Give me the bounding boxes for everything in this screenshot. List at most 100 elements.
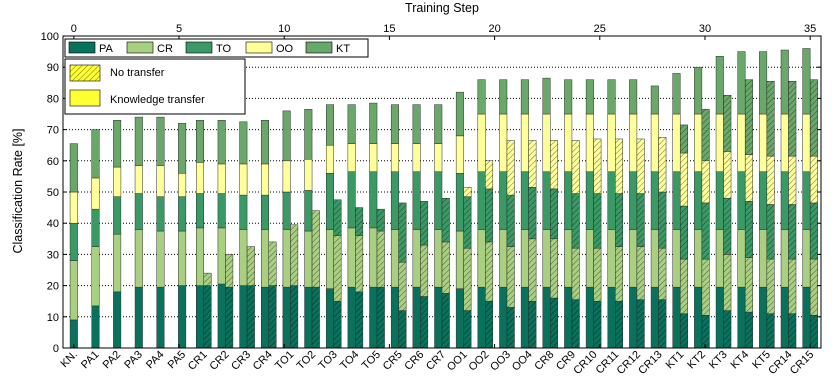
kt-bar-to3-cr <box>325 229 334 289</box>
x-category-label: TO5 <box>360 349 383 372</box>
kt-bar-kt1-cr <box>672 229 681 288</box>
kt-bar-cr8-pa <box>542 286 551 349</box>
kt-bar-to5-pa <box>369 286 378 349</box>
nt-bar-to3-to-hatch <box>333 199 342 236</box>
kt-bar-cr15-pa <box>802 286 811 349</box>
nt-bar-to5-cr-hatch <box>377 231 385 288</box>
x-category-label: OO4 <box>510 349 535 374</box>
nt-bar-cr15-cr-hatch <box>810 259 818 316</box>
kt-bar-cr5-oo <box>390 143 399 172</box>
kt-bar-oo1-to <box>455 173 464 232</box>
kt-bar-cr11-to <box>607 171 616 230</box>
nt-bar-kt4-oo-hatch <box>745 154 753 202</box>
nt-bar-cr9-pa-hatch <box>571 299 580 348</box>
kt-bar-pa2-to <box>113 196 122 235</box>
y-tick-label: 80 <box>47 93 59 105</box>
kt-bar-oo3-to <box>499 171 508 230</box>
x-category-label: PA2 <box>101 349 124 372</box>
nt-bar-to5-pa-hatch <box>377 287 385 348</box>
kt-bar-pa4-pa <box>156 286 165 349</box>
x-category-label: CR14 <box>766 349 794 377</box>
y-tick-label: 10 <box>47 312 59 324</box>
nt-bar-cr14-kt-hatch <box>788 81 797 157</box>
kt-bar-pa3-to <box>134 193 143 230</box>
nt-bar-cr5-pa-hatch <box>398 310 407 348</box>
kt-bar-oo1-cr <box>455 230 464 289</box>
kt-bar-oo4-to <box>520 171 529 230</box>
nt-bar-kt1-cr-hatch <box>680 259 688 314</box>
kt-bar-cr11-cr <box>607 229 616 288</box>
kt-bar-pa3-cr <box>134 229 143 288</box>
kt-bar-cr5-kt <box>390 104 399 144</box>
nt-bar-oo4-oo-hatch <box>528 140 537 188</box>
kt-bar-pa5-kt <box>178 123 187 174</box>
nt-bar-kt1-to-hatch <box>680 206 688 260</box>
x-category-label: CR13 <box>636 349 664 377</box>
kt-bar-cr12-to <box>629 171 638 230</box>
y-tick-label: 100 <box>41 31 59 43</box>
kt-bar-to2-kt <box>304 109 313 160</box>
kt-bar-cr13-cr <box>650 229 659 288</box>
x-category-label: TO1 <box>273 349 296 372</box>
kt-bar-to5-cr <box>369 227 378 288</box>
nt-bar-cr4-pa-hatch <box>268 285 277 348</box>
kt-bar-kt1-to <box>672 171 681 230</box>
top-tick-label: 25 <box>594 23 606 35</box>
x-category-label: TO3 <box>316 349 339 372</box>
kt-bar-pa4-cr <box>156 230 165 288</box>
nt-bar-cr15-oo-hatch <box>810 156 818 203</box>
kt-bar-pa4-to <box>156 196 165 232</box>
kt-bar-cr13-oo <box>650 113 659 172</box>
kt-bar-to3-to <box>325 173 334 230</box>
kt-bar-cr7-kt <box>434 104 443 144</box>
x-category-label: KN. <box>58 349 79 370</box>
kt-bar-oo4-pa <box>520 286 529 349</box>
x-category-label: CR2 <box>207 349 231 373</box>
x-category-label: CR5 <box>381 349 405 373</box>
x-category-label: OO2 <box>467 349 492 374</box>
kt-bar-cr12-oo <box>629 113 638 172</box>
kt-bar-kn.-to <box>69 222 78 261</box>
kt-bar-cr5-cr <box>390 229 399 288</box>
nt-bar-cr1-pa-hatch <box>203 285 212 348</box>
x-category-label: CR10 <box>571 349 599 377</box>
nt-bar-cr10-to-hatch <box>593 193 602 249</box>
nt-bar-cr6-to-hatch <box>420 201 428 246</box>
nt-bar-cr13-pa-hatch <box>658 299 667 348</box>
nt-bar-kt4-to-hatch <box>745 201 753 258</box>
kt-bar-kt3-kt <box>715 56 724 115</box>
kt-bar-cr15-cr <box>802 229 811 288</box>
nt-bar-cr8-oo-hatch <box>550 140 558 189</box>
kt-bar-kt4-cr <box>737 229 746 288</box>
nt-bar-cr11-pa-hatch <box>615 301 623 348</box>
kt-bar-kt3-pa <box>715 286 724 349</box>
kt-bar-pa5-pa <box>178 285 187 349</box>
kt-bar-cr9-to <box>564 171 573 230</box>
component-legend: PA CR TO OO KT <box>64 38 369 58</box>
kt-bar-oo3-cr <box>499 229 508 288</box>
top-tick-label: 10 <box>278 23 290 35</box>
kt-bar-cr4-kt <box>260 119 269 165</box>
nt-bar-cr3-cr-hatch <box>247 246 255 286</box>
nt-bar-cr15-to-hatch <box>810 202 818 260</box>
nt-bar-oo2-pa-hatch <box>485 301 493 348</box>
kt-bar-kn.-oo <box>69 191 78 224</box>
nt-bar-cr13-to-hatch <box>658 192 667 249</box>
nt-bar-kt4-pa-hatch <box>745 312 753 348</box>
nt-bar-cr5-to-hatch <box>398 202 407 263</box>
kt-bar-oo2-kt <box>477 79 486 115</box>
nt-bar-oo4-pa-hatch <box>528 301 537 348</box>
kt-bar-kt4-to <box>737 171 746 230</box>
y-tick-label: 0 <box>53 343 59 355</box>
kt-bar-cr13-to <box>650 171 659 230</box>
x-category-label: PA3 <box>122 349 145 372</box>
kt-bar-kn.-cr <box>69 260 78 321</box>
nt-bar-cr7-to-hatch <box>442 198 450 242</box>
nt-bar-cr6-pa-hatch <box>420 296 428 348</box>
nt-bar-oo2-cr-hatch <box>485 241 493 302</box>
kt-bar-oo1-kt <box>455 91 464 137</box>
kt-bar-to4-to <box>347 171 356 229</box>
nt-bar-kt4-cr-hatch <box>745 257 753 313</box>
kt-bar-cr14-pa <box>780 286 789 349</box>
